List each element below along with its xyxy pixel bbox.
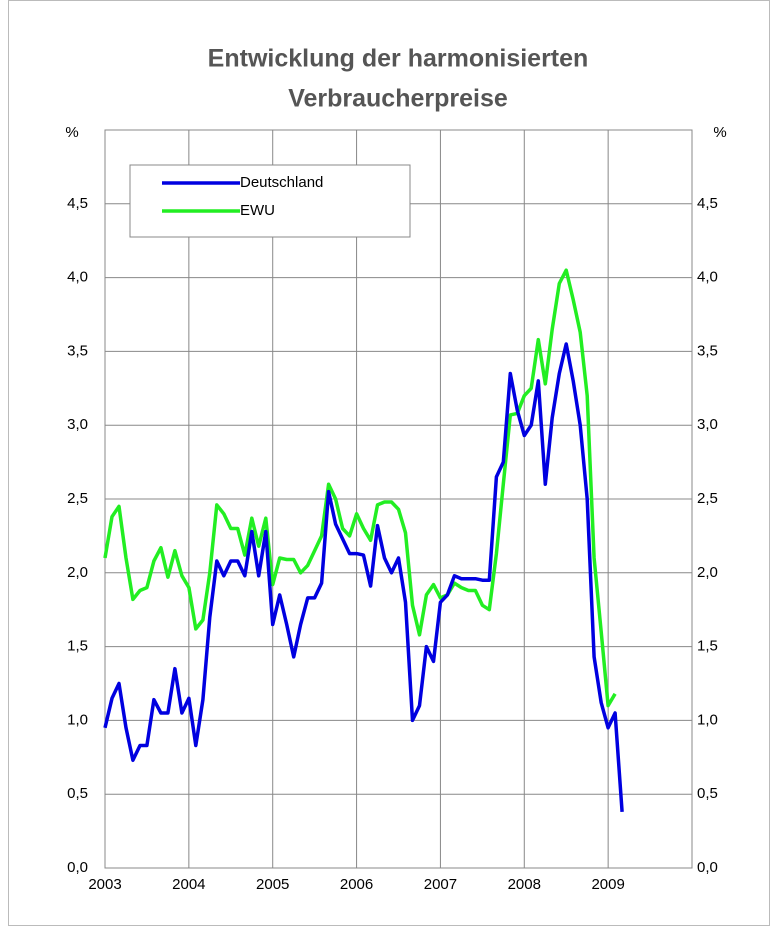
x-tick-label: 2008: [508, 876, 541, 893]
y-tick-label: 4,0: [67, 269, 88, 286]
y2-tick-label: 3,0: [697, 416, 718, 433]
plot-border: [104, 129, 693, 869]
y-tick-label: 2,5: [67, 490, 88, 507]
y-tick-label: 0,0: [67, 859, 88, 876]
y2-axis-label: %: [713, 124, 726, 141]
line-series: [103, 342, 624, 813]
y-axis-label: %: [65, 124, 78, 141]
y2-tick-label: 4,5: [697, 195, 718, 212]
y-tick-label: 4,5: [67, 195, 88, 212]
y2-tick-label: 3,5: [697, 342, 718, 359]
x-tick-label: 2007: [424, 876, 457, 893]
y-tick-label: 3,5: [67, 342, 88, 359]
y2-tick-label: 0,0: [697, 859, 718, 876]
x-tick-label: 2004: [172, 876, 205, 893]
x-tick-label: 2006: [340, 876, 373, 893]
chart-title: Entwicklung der harmonisierten: [208, 45, 589, 73]
y-tick-label: 1,0: [67, 711, 88, 728]
y-tick-label: 0,5: [67, 785, 88, 802]
y2-tick-label: 4,0: [697, 269, 718, 286]
y2-tick-label: 1,0: [697, 711, 718, 728]
y-tick-label: 3,0: [67, 416, 88, 433]
y2-tick-label: 1,5: [697, 638, 718, 655]
frame: [8, 0, 770, 926]
line-series: [103, 268, 617, 708]
y-tick-label: 2,0: [67, 564, 88, 581]
legend-box: [129, 164, 411, 238]
y2-tick-label: 0,5: [697, 785, 718, 802]
legend-label: EWU: [240, 202, 275, 219]
chart-title: Verbraucherpreise: [288, 85, 508, 113]
y2-tick-label: 2,0: [697, 564, 718, 581]
y-tick-label: 1,5: [67, 638, 88, 655]
x-tick-label: 2009: [591, 876, 624, 893]
x-tick-label: 2003: [88, 876, 121, 893]
x-tick-label: 2005: [256, 876, 289, 893]
y2-tick-label: 2,5: [697, 490, 718, 507]
legend-label: Deutschland: [240, 174, 323, 191]
